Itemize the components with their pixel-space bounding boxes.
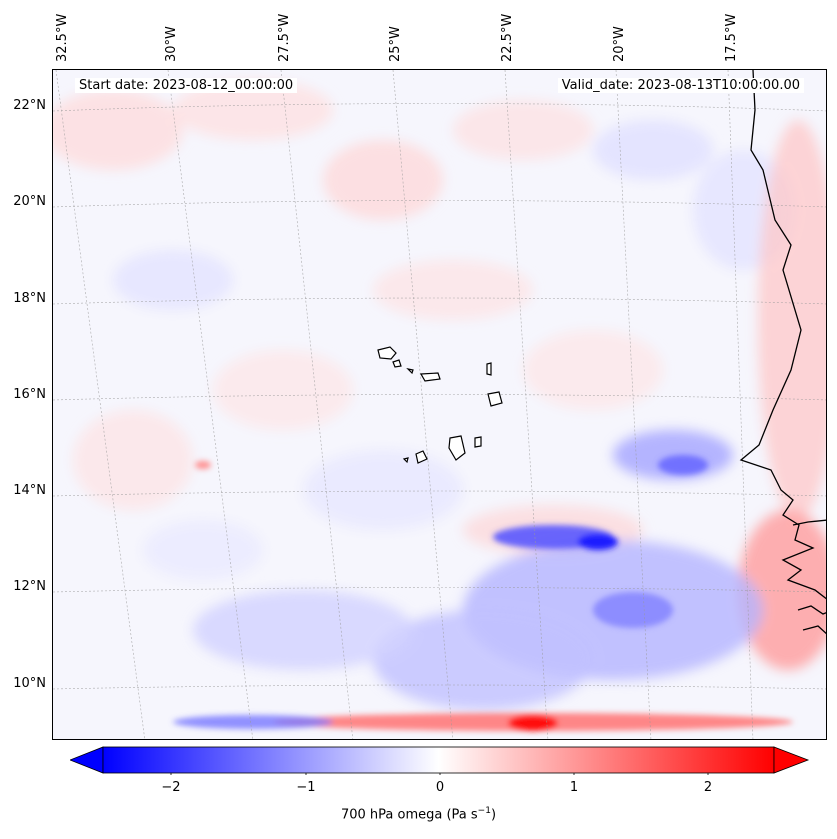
colorbar-tick-label: −1 xyxy=(296,780,316,795)
cape-verde-islands xyxy=(377,346,503,464)
omega-field xyxy=(53,80,826,710)
colorbar-tick-label: 2 xyxy=(703,780,713,795)
west-africa-coastline xyxy=(739,70,826,635)
lat-tick-label: 14°N xyxy=(13,483,46,498)
lon-tick-label: 32.5°W xyxy=(55,13,70,62)
lon-tick-label: 25°W xyxy=(388,26,403,62)
colorbar-tick-label: 1 xyxy=(569,780,579,795)
lon-tick-label: 20°W xyxy=(612,26,627,62)
lat-tick-label: 18°N xyxy=(13,291,46,306)
lat-tick-label: 12°N xyxy=(13,579,46,594)
colorbar-tick-label: −2 xyxy=(161,780,181,795)
lat-tick-label: 20°N xyxy=(13,194,46,209)
colorbar-tick-label: 0 xyxy=(435,780,445,795)
lat-tick-label: 10°N xyxy=(13,676,46,691)
lat-tick-label: 16°N xyxy=(13,387,46,402)
start-date-label: Start date: 2023-08-12_00:00:00 xyxy=(75,78,298,93)
colorbar xyxy=(70,746,810,775)
map-panel: Start date: 2023-08-12_00:00:00 Valid_da… xyxy=(52,69,827,740)
colorbar-extend-high xyxy=(773,746,810,774)
lat-tick-label: 22°N xyxy=(13,98,46,113)
colorbar-label: 700 hPa omega (Pa s−1) xyxy=(340,806,497,823)
colorbar-extend-low xyxy=(70,746,104,774)
valid-date-label: Valid_date: 2023-08-13T10:00:00.00 xyxy=(557,78,804,93)
omega-features xyxy=(173,455,793,731)
colorbar-gradient xyxy=(102,746,775,774)
gridlines xyxy=(53,70,826,739)
lon-tick-label: 30°W xyxy=(164,26,179,62)
lon-tick-label: 22.5°W xyxy=(500,13,515,62)
omega-field-map xyxy=(53,70,826,739)
lon-tick-label: 17.5°W xyxy=(724,13,739,62)
lon-tick-label: 27.5°W xyxy=(277,13,292,62)
